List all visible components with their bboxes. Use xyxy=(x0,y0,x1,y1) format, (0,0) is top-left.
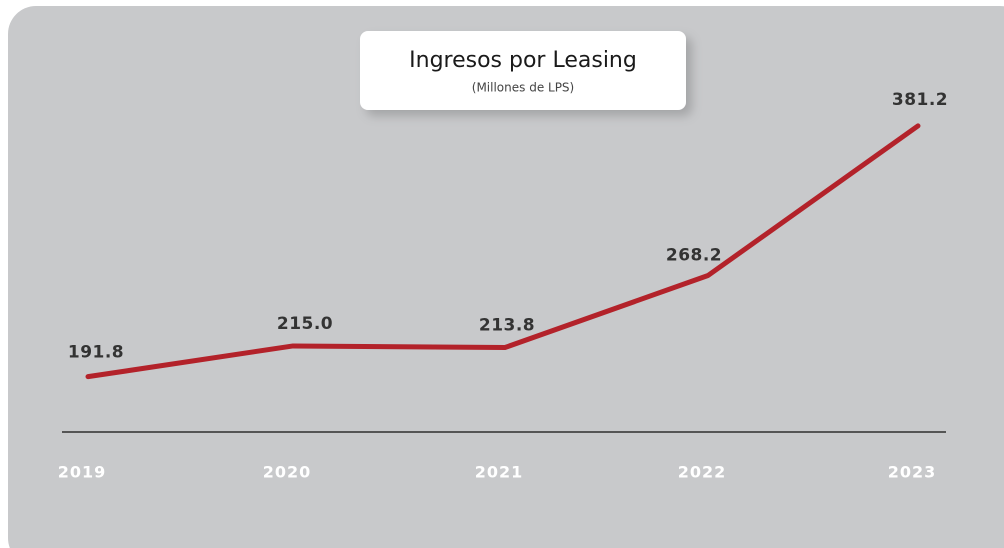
value-label: 381.2 xyxy=(892,90,948,110)
panel xyxy=(8,6,1004,548)
value-label: 213.8 xyxy=(479,316,535,336)
x-tick-label: 2019 xyxy=(58,463,107,482)
value-label: 191.8 xyxy=(68,343,124,363)
value-label: 215.0 xyxy=(277,314,333,334)
chart-title: Ingresos por Leasing xyxy=(409,48,637,73)
value-label: 268.2 xyxy=(666,246,722,266)
x-tick-label: 2020 xyxy=(263,463,312,482)
x-tick-label: 2021 xyxy=(475,463,524,482)
x-tick-label: 2023 xyxy=(888,463,937,482)
line xyxy=(85,123,921,380)
chart-subtitle: (Millones de LPS) xyxy=(472,81,574,95)
title-box xyxy=(360,31,686,110)
x-tick-label: 2022 xyxy=(678,463,727,482)
